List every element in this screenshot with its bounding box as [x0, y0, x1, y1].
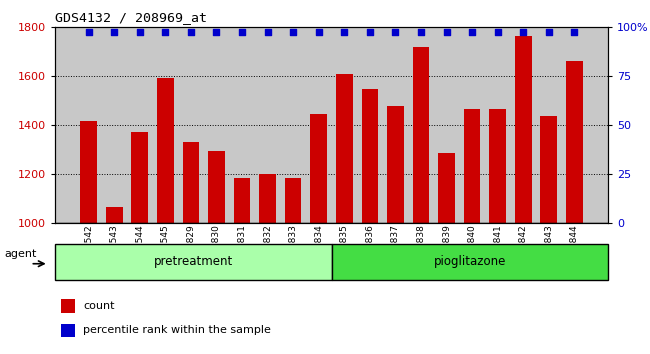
- Point: [543, 29, 554, 35]
- Text: pioglitazone: pioglitazone: [434, 256, 506, 268]
- Bar: [489, 109, 506, 223]
- Point: [211, 29, 222, 35]
- Bar: [361, 89, 378, 223]
- Bar: [259, 174, 276, 223]
- Bar: [438, 153, 455, 223]
- Bar: [387, 106, 404, 223]
- Point: [135, 29, 145, 35]
- Bar: [81, 121, 97, 223]
- Point: [83, 29, 94, 35]
- Point: [339, 29, 350, 35]
- Point: [390, 29, 400, 35]
- Bar: [157, 78, 174, 223]
- Point: [569, 29, 580, 35]
- Bar: [540, 116, 557, 223]
- Bar: [566, 61, 582, 223]
- Bar: [311, 114, 327, 223]
- Bar: [61, 299, 75, 313]
- Point: [288, 29, 298, 35]
- Bar: [183, 142, 199, 223]
- Bar: [55, 244, 332, 280]
- Text: count: count: [83, 301, 114, 311]
- Point: [493, 29, 503, 35]
- Bar: [515, 36, 532, 223]
- Point: [237, 29, 247, 35]
- Point: [467, 29, 477, 35]
- Bar: [413, 47, 429, 223]
- Point: [186, 29, 196, 35]
- Point: [313, 29, 324, 35]
- Point: [109, 29, 120, 35]
- Bar: [332, 244, 608, 280]
- Point: [160, 29, 170, 35]
- Point: [365, 29, 375, 35]
- Text: GDS4132 / 208969_at: GDS4132 / 208969_at: [55, 11, 207, 24]
- Text: percentile rank within the sample: percentile rank within the sample: [83, 325, 271, 336]
- Bar: [464, 109, 480, 223]
- Bar: [336, 74, 352, 223]
- Bar: [61, 324, 75, 337]
- Bar: [285, 178, 302, 223]
- Text: agent: agent: [5, 249, 37, 259]
- Point: [263, 29, 273, 35]
- Bar: [208, 150, 225, 223]
- Bar: [234, 178, 250, 223]
- Point: [518, 29, 528, 35]
- Bar: [106, 207, 123, 223]
- Bar: [131, 132, 148, 223]
- Point: [416, 29, 426, 35]
- Point: [441, 29, 452, 35]
- Text: pretreatment: pretreatment: [154, 256, 233, 268]
